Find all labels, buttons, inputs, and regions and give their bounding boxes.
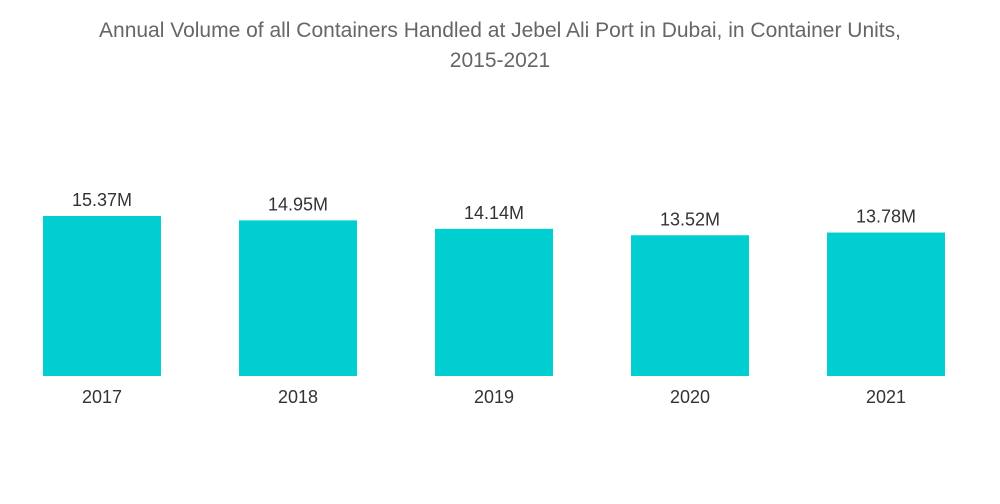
bar-2017 <box>43 216 161 376</box>
x-tick-label-2021: 2021 <box>866 387 906 407</box>
chart-title-line-2: 2015-2021 <box>449 49 551 72</box>
x-tick-label-2018: 2018 <box>278 387 318 407</box>
bar-2018 <box>239 220 357 376</box>
data-label-2019: 14.14M <box>464 203 524 223</box>
chart-title-line-1: Annual Volume of all Containers Handled … <box>99 19 901 42</box>
data-label-2018: 14.95M <box>268 194 328 214</box>
bar-2019 <box>435 228 553 376</box>
data-label-2020: 13.52M <box>660 209 720 229</box>
chart-title: Annual Volume of all Containers Handled … <box>0 16 1000 76</box>
data-label-2017: 15.37M <box>72 190 132 210</box>
x-tick-label-2020: 2020 <box>670 387 710 407</box>
x-tick-label-2019: 2019 <box>474 387 514 407</box>
bar-2020 <box>631 235 749 376</box>
data-label-2021: 13.78M <box>856 207 916 227</box>
bar-2021 <box>827 232 945 376</box>
x-tick-label-2017: 2017 <box>82 387 122 407</box>
